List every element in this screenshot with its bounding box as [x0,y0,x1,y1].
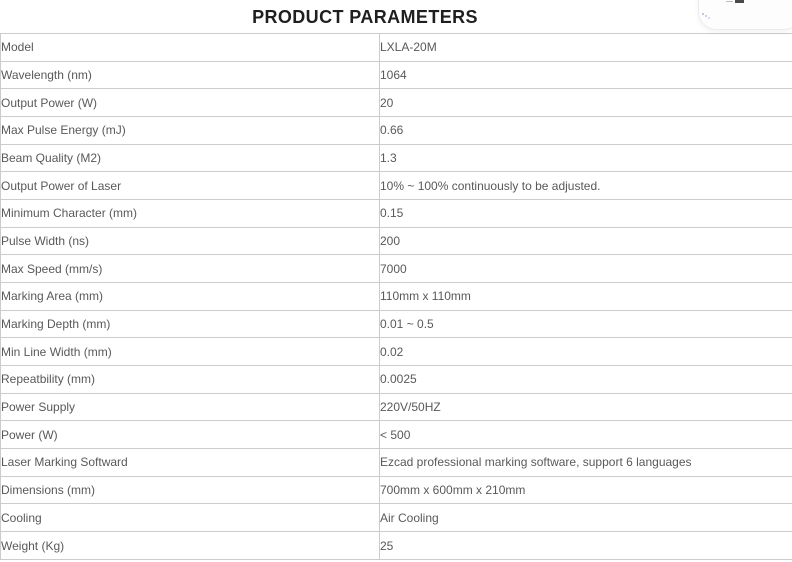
parameter-value-cell: 200 [379,226,792,256]
parameter-label-cell: Power Supply [0,392,380,422]
parameter-value-cell: 1.3 [379,143,792,173]
table-row: Power (W) < 500 [0,420,792,450]
table-row: Dimensions (mm) 700mm x 600mm x 210mm [0,475,792,505]
parameter-label-cell: Minimum Character (mm) [0,199,380,228]
table-row: Laser Marking Softward Ezcad professional… [0,448,792,477]
table-row: Min Line Width (mm) 0.02 [0,337,792,367]
parameter-label-cell: Output Power of Laser [0,171,380,201]
table-row: Cooling Air Cooling [0,503,792,533]
parameter-value-cell: LXLA-20M [379,33,792,62]
parameter-label-cell: Weight (Kg) [0,531,380,560]
parameter-label-cell: Power (W) [0,420,380,450]
parameter-label-cell: Wavelength (nm) [0,60,380,90]
parameter-label-cell: Beam Quality (M2) [0,143,380,173]
parameter-label-cell: Marking Area (mm) [0,282,380,311]
table-row: Power Supply 220V/50HZ [0,392,792,422]
parameter-value-cell: 25 [379,531,792,560]
parameter-label-cell: Min Line Width (mm) [0,337,380,367]
table-row: Output Power of Laser 10% ~ 100% continuo… [0,171,792,201]
table-row: Output Power (W) 20 [0,88,792,118]
parameter-value-cell: 10% ~ 100% continuously to be adjusted. [379,171,792,201]
cropped-widget-icon [735,0,744,3]
parameter-label-cell: Output Power (W) [0,88,380,118]
table-row: Beam Quality (M2) 1.3 [0,143,792,173]
parameter-label-cell: Laser Marking Softward [0,448,380,477]
parameter-value-cell: 20 [379,88,792,118]
dotted-decor-icon [702,13,704,15]
parameter-value-cell: 1064 [379,60,792,90]
parameter-label-cell: Dimensions (mm) [0,475,380,505]
product-parameters-table: Model LXLA-20M Wavelength (nm) 1064 Output P… [0,33,792,560]
table-row: Max Pulse Energy (mJ) 0.66 [0,116,792,145]
table-row: Model LXLA-20M [0,33,792,62]
parameters-table-body: Model LXLA-20M Wavelength (nm) 1064 Output P… [0,33,792,560]
table-row: Wavelength (nm) 1064 [0,60,792,90]
parameter-label-cell: Max Pulse Energy (mJ) [0,116,380,145]
parameter-label-cell: Cooling [0,503,380,533]
parameter-label-cell: Repeatbility (mm) [0,365,380,394]
parameter-value-cell: Ezcad professional marking software, sup… [379,448,792,477]
parameter-label-cell: Pulse Width (ns) [0,226,380,256]
parameter-value-cell: 0.66 [379,116,792,145]
floating-widget[interactable] [698,0,792,30]
table-row: Weight (Kg) 25 [0,531,792,560]
page-title: PRODUCT PARAMETERS [252,6,478,27]
table-row: Minimum Character (mm) 0.15 [0,199,792,228]
parameter-value-cell: 0.15 [379,199,792,228]
parameter-value-cell: 700mm x 600mm x 210mm [379,475,792,505]
parameter-value-cell: < 500 [379,420,792,450]
parameter-value-cell: 0.01 ~ 0.5 [379,309,792,339]
table-row: Repeatbility (mm) 0.0025 [0,365,792,394]
table-row: Marking Depth (mm) 0.01 ~ 0.5 [0,309,792,339]
parameter-value-cell: 220V/50HZ [379,392,792,422]
table-row: Marking Area (mm) 110mm x 110mm [0,282,792,311]
parameter-value-cell: Air Cooling [379,503,792,533]
parameter-value-cell: 0.02 [379,337,792,367]
table-row: Pulse Width (ns) 200 [0,226,792,256]
title-bar: PRODUCT PARAMETERS [0,0,792,33]
parameter-label-cell: Model [0,33,380,62]
parameter-value-cell: 0.0025 [379,365,792,394]
parameter-value-cell: 7000 [379,254,792,284]
parameter-label-cell: Marking Depth (mm) [0,309,380,339]
parameter-value-cell: 110mm x 110mm [379,282,792,311]
parameter-label-cell: Max Speed (mm/s) [0,254,380,284]
table-row: Max Speed (mm/s) 7000 [0,254,792,284]
